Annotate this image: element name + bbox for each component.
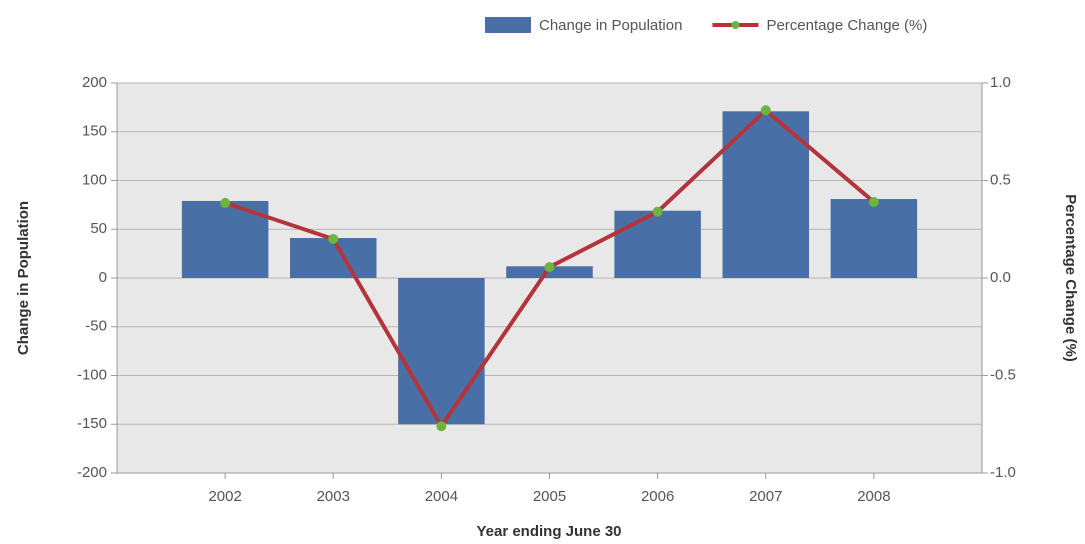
x-tick-label: 2005	[533, 488, 566, 505]
bar	[290, 238, 377, 278]
x-tick-label: 2004	[425, 488, 458, 505]
legend-label: Percentage Change (%)	[766, 17, 927, 34]
bar	[614, 210, 701, 278]
y-tick-label: -50	[85, 318, 107, 335]
y2-tick-label: -1.0	[990, 464, 1016, 481]
y-tick-label: -100	[77, 366, 107, 383]
bar	[398, 278, 485, 425]
y-tick-label: 50	[90, 220, 107, 237]
marker	[328, 234, 339, 244]
y2-tick-label: 0.5	[990, 171, 1011, 188]
y-tick-label: 100	[82, 171, 107, 188]
legend-label: Change in Population	[539, 17, 682, 34]
y-tick-label: -200	[77, 464, 107, 481]
y2-tick-label: 1.0	[990, 74, 1011, 91]
bar	[830, 199, 918, 278]
marker	[436, 421, 447, 432]
marker	[868, 196, 879, 207]
y-axis-title: Change in Population	[15, 201, 32, 355]
y2-axis-title: Percentage Change (%)	[1062, 194, 1079, 362]
x-tick-label: 2003	[317, 488, 350, 505]
y-tick-label: 150	[82, 123, 107, 140]
bar	[506, 266, 593, 278]
marker	[760, 105, 771, 116]
marker	[652, 206, 663, 217]
x-tick-label: 2002	[208, 488, 241, 505]
marker	[544, 262, 555, 273]
legend-marker	[731, 21, 740, 29]
x-tick-label: 2008	[857, 488, 890, 505]
y2-tick-label: 0.0	[990, 269, 1011, 286]
x-tick-label: 2007	[749, 488, 782, 505]
y-tick-label: 0	[99, 269, 107, 286]
marker	[220, 197, 231, 208]
y2-tick-label: -0.5	[990, 366, 1016, 383]
y-tick-label: 200	[82, 74, 107, 91]
x-axis-title: Year ending June 30	[476, 523, 621, 540]
legend-swatch	[485, 17, 531, 33]
x-tick-label: 2006	[641, 488, 674, 505]
y-tick-label: -150	[77, 415, 107, 432]
